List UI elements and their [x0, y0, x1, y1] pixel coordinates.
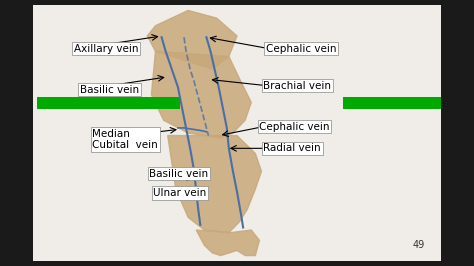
Text: Median
Cubital  vein: Median Cubital vein [92, 128, 158, 150]
Polygon shape [196, 230, 259, 256]
Text: Radial vein: Radial vein [264, 143, 321, 153]
Text: 49: 49 [412, 240, 425, 251]
Bar [37, 97, 180, 109]
Bar [343, 97, 441, 109]
Text: Cephalic vein: Cephalic vein [265, 44, 336, 54]
Text: Brachial vein: Brachial vein [264, 81, 331, 91]
Polygon shape [151, 51, 251, 138]
Text: Basilic vein: Basilic vein [149, 169, 209, 179]
Text: Cephalic vein: Cephalic vein [259, 122, 330, 132]
Text: Ulnar vein: Ulnar vein [154, 188, 207, 198]
Polygon shape [147, 10, 237, 69]
Text: Axillary vein: Axillary vein [74, 44, 138, 54]
Text: Basilic vein: Basilic vein [80, 85, 139, 95]
Polygon shape [168, 136, 262, 232]
